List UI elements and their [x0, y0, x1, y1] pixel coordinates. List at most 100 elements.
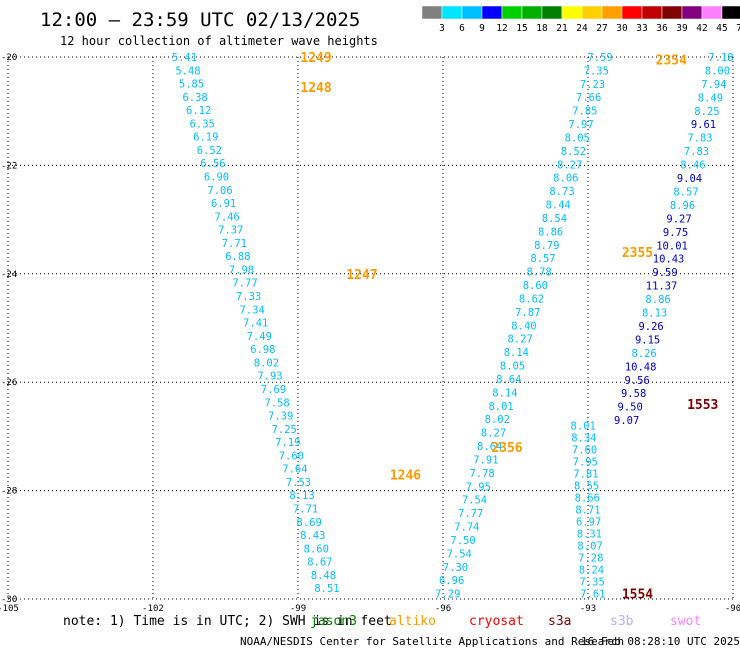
wave-height-value: 8.43 — [300, 530, 325, 542]
wave-height-value: 7.71 — [222, 238, 247, 250]
wave-height-value: 7.28 — [578, 553, 603, 565]
wave-height-value: 7.30 — [443, 562, 468, 574]
colorbar-swatch — [721, 5, 740, 20]
colorbar-label: 18 — [536, 23, 548, 34]
wave-height-value: 7.93 — [257, 371, 282, 383]
wave-height-value: 7.61 — [580, 589, 605, 601]
wave-height-value: 8.48 — [311, 570, 336, 582]
wave-height-value: 9.04 — [677, 173, 702, 185]
wave-height-value: 8.54 — [542, 213, 567, 225]
wave-height-value: 10.48 — [625, 361, 657, 373]
wave-height-value: 8.71 — [575, 505, 600, 517]
footer-credit: NOAA/NESDIS Center for Satellite Applica… — [240, 635, 624, 648]
wave-height-tracks: 5.415.48 5.856.386.126.35 6.196.526.56 6.90… — [172, 52, 734, 601]
wave-height-value: 8.07 — [577, 541, 602, 553]
pass-number-label: 2356 — [491, 441, 522, 456]
chart-subtitle: 12 hour collection of altimeter wave hei… — [60, 34, 378, 48]
wave-height-value: 6.56 — [200, 158, 225, 170]
colorbar-swatch — [601, 5, 623, 20]
colorbar-swatch — [441, 5, 463, 20]
wave-height-value: 8.66 — [575, 493, 600, 505]
wave-height-value: 7.85 — [572, 106, 597, 118]
wave-height-value: 7.58 — [264, 397, 289, 409]
wave-height-value: 8.55 — [574, 481, 599, 493]
wave-height-value: 9.61 — [691, 119, 716, 131]
wave-height-value: 9.58 — [621, 388, 646, 400]
colorbar-label: 6 — [459, 23, 465, 34]
colorbar-label: 21 — [556, 23, 568, 34]
wave-height-value: 9.59 — [652, 267, 677, 279]
wave-height-value: 8.79 — [534, 240, 559, 252]
wave-height-value: 9.27 — [666, 213, 691, 225]
wave-height-value: 7.35 — [579, 577, 604, 589]
wave-height-value: 7.53 — [286, 477, 311, 489]
x-tick-label: -105 — [0, 604, 19, 614]
x-tick-label: -90 — [725, 604, 740, 614]
wave-height-value: 7.98 — [229, 264, 254, 276]
legend-entry: s3a — [548, 614, 571, 629]
wave-height-value: 8.69 — [297, 517, 322, 529]
pass-number-label: 1249 — [300, 51, 331, 66]
wave-height-value: 7.29 — [435, 589, 460, 601]
wave-height-value: 10.43 — [653, 254, 685, 266]
wave-height-value: 7.94 — [701, 79, 726, 91]
plot-grid — [7, 56, 734, 600]
colorbar-swatch — [641, 5, 663, 20]
wave-height-value: 7.60 — [572, 445, 597, 457]
wave-height-value: 8.51 — [314, 583, 339, 595]
wave-height-value: 6.97 — [576, 517, 601, 529]
wave-height-value: 9.50 — [618, 402, 643, 414]
colorbar-label: 15 — [516, 23, 527, 34]
wave-height-value: 7.77 — [458, 508, 483, 520]
x-tick-label: -96 — [435, 604, 451, 614]
wave-height-value: 8.13 — [289, 490, 314, 502]
y-tick-label: -26 — [1, 378, 17, 388]
wave-height-value: 6.52 — [197, 145, 222, 157]
wave-height-value: 8.52 — [561, 146, 586, 158]
chart-title: 12:00 — 23:59 UTC 02/13/2025 — [40, 9, 360, 31]
colorbar-swatch — [461, 5, 483, 20]
wave-height-value: 8.40 — [511, 320, 536, 332]
wave-height-value: 8.00 — [705, 65, 730, 77]
wave-height-value: 7.49 — [247, 331, 272, 343]
wave-height-value: 8.31 — [577, 529, 602, 541]
pass-number-label: 2354 — [656, 54, 687, 69]
axis-ticks: -105 -102 -99 -96 -93 -90 -20 -22 -24 -26 -28 -30 — [0, 53, 740, 614]
wave-height-value: 7.83 — [684, 146, 709, 158]
wave-height-value: 8.27 — [481, 428, 506, 440]
wave-height-value: 8.27 — [557, 159, 582, 171]
wave-height-value: 9.15 — [635, 334, 660, 346]
wave-height-value: 9.75 — [663, 227, 688, 239]
wave-height-value: 8.64 — [496, 374, 521, 386]
wave-height-value: 7.54 — [462, 495, 487, 507]
wave-height-value: 7.35 — [584, 65, 609, 77]
colorbar-label: 9 — [479, 23, 485, 34]
wave-height-value: 7.64 — [282, 464, 307, 476]
wave-height-value: 7.06 — [207, 185, 232, 197]
pass-number-label: 1246 — [390, 468, 421, 483]
colorbar-label: 70 — [736, 23, 740, 34]
wave-height-value: 7.18 — [708, 52, 733, 64]
wave-height-value: 7.83 — [687, 133, 712, 145]
satellite-legend: jason3 altiko cryosat s3a s3b swot — [310, 614, 701, 629]
wave-height-value: 7.54 — [447, 548, 472, 560]
y-tick-label: -22 — [1, 161, 17, 171]
legend-entry: altiko — [389, 614, 436, 629]
legend-entry: jason3 — [310, 614, 357, 629]
wave-height-value: 7.23 — [580, 79, 605, 91]
wave-height-value: 5.48 — [175, 65, 200, 77]
y-tick-label: -28 — [1, 487, 17, 497]
wave-height-value: 8.34 — [571, 433, 596, 445]
wave-height-value: 8.25 — [694, 106, 719, 118]
colorbar-swatch — [621, 5, 643, 20]
legend-entry: swot — [670, 614, 701, 629]
wave-height-value: 7.34 — [239, 304, 264, 316]
colorbar-label: 45 — [716, 23, 727, 34]
wave-height-value: 7.50 — [450, 535, 475, 547]
colorbar-label: 30 — [616, 23, 628, 34]
colorbar-swatch — [561, 5, 583, 20]
colorbar-label: 27 — [596, 23, 607, 34]
wave-height-value: 8.86 — [538, 226, 563, 238]
wave-height-value: 7.77 — [232, 278, 257, 290]
